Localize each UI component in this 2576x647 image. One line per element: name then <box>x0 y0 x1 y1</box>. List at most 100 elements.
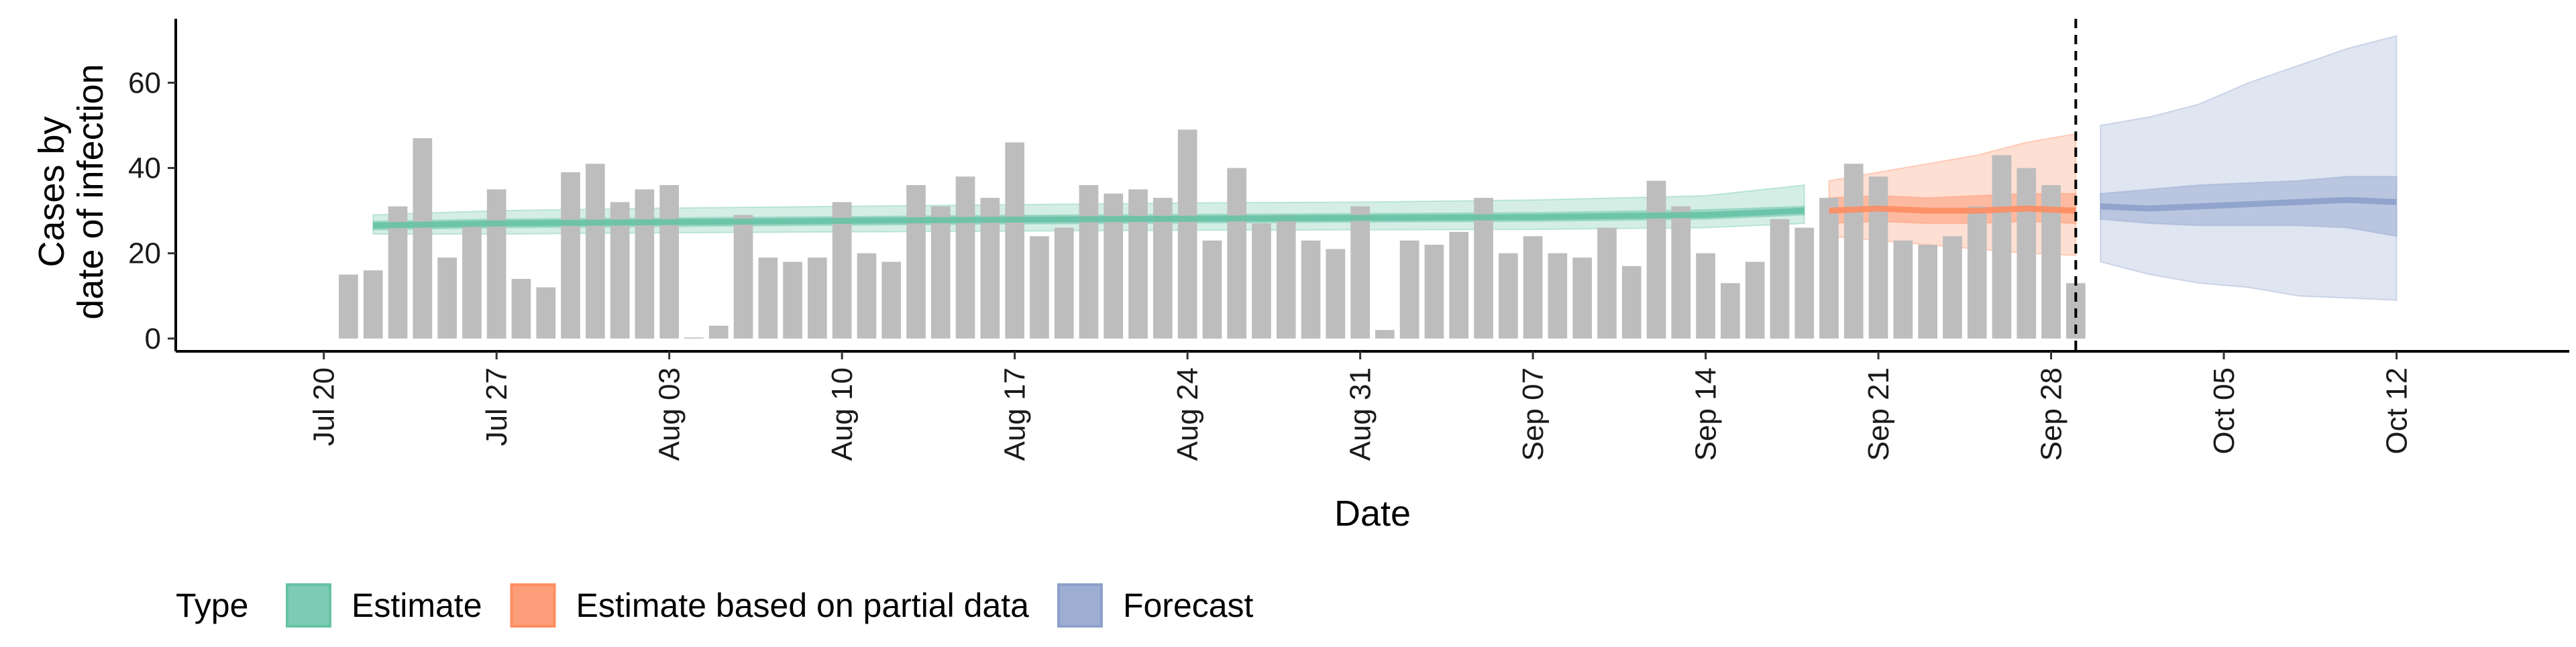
bar-2020-07-23 <box>388 206 408 339</box>
bar-2020-09-03 <box>1424 245 1444 339</box>
median-lines <box>373 196 2397 229</box>
bar-2020-09-21 <box>1868 176 1888 339</box>
bar-2020-09-18 <box>1794 227 1815 339</box>
bar-2020-07-25 <box>437 257 457 339</box>
legend: Type Estimate Estimate based on partial da… <box>176 583 1254 628</box>
bar-2020-08-21 <box>1104 193 1124 339</box>
legend-label-2: Forecast <box>1123 587 1254 624</box>
bar-2020-09-16 <box>1745 261 1765 339</box>
bar-2020-09-07 <box>1523 236 1543 339</box>
bar-2020-09-19 <box>1819 198 1839 339</box>
bar-2020-09-22 <box>1893 240 1913 339</box>
bar-2020-07-29 <box>536 287 556 339</box>
bar-2020-09-23 <box>1918 245 1937 339</box>
bar-2020-09-06 <box>1499 253 1518 339</box>
x-tick-label-2020-10-12: Oct 12 <box>2381 367 2414 455</box>
bar-2020-09-12 <box>1646 180 1666 339</box>
median-line-1 <box>1829 205 2076 214</box>
bar-2020-09-25 <box>1967 206 1987 339</box>
bar-2020-08-10 <box>832 202 852 339</box>
y-axis-title-line-1: date of infection <box>70 64 111 319</box>
legend-label-1: Estimate based on partial data <box>576 587 1030 624</box>
bar-2020-08-02 <box>635 189 655 339</box>
bar-2020-09-24 <box>1943 236 1962 339</box>
x-tick-label-2020-08-24: Aug 24 <box>1171 367 1204 461</box>
bar-2020-09-10 <box>1597 227 1617 339</box>
bar-2020-08-12 <box>881 261 902 339</box>
x-tick-label-2020-07-27: Jul 27 <box>480 367 513 446</box>
bar-2020-08-14 <box>930 206 951 339</box>
bar-2020-09-26 <box>1992 155 2012 339</box>
x-tick-label-2020-09-21: Sep 21 <box>1862 367 1895 461</box>
bar-2020-08-07 <box>758 257 778 339</box>
bar-2020-07-24 <box>413 138 433 339</box>
bar-2020-08-24 <box>1177 129 1197 339</box>
bar-2020-09-02 <box>1399 240 1419 339</box>
bar-2020-08-28 <box>1276 215 1296 339</box>
bar-2020-09-14 <box>1696 253 1715 339</box>
bar-2020-08-29 <box>1301 240 1321 339</box>
bar-2020-08-13 <box>906 185 926 339</box>
bar-2020-08-11 <box>857 253 877 339</box>
x-axis-title: Date <box>1334 493 1411 534</box>
bar-2020-08-08 <box>783 261 802 339</box>
bar-2020-09-09 <box>1572 257 1592 339</box>
bar-2020-09-01 <box>1375 330 1395 339</box>
legend-title: Type <box>176 587 248 624</box>
x-tick-label-2020-09-07: Sep 07 <box>1517 367 1550 461</box>
bar-2020-08-18 <box>1030 236 1049 339</box>
bar-2020-08-19 <box>1054 227 1074 339</box>
legend-label-0: Estimate <box>352 587 482 624</box>
bar-2020-09-17 <box>1770 219 1790 339</box>
legend-swatch-1 <box>510 583 556 628</box>
bar-2020-07-27 <box>486 189 506 339</box>
bar-2020-07-22 <box>363 270 383 339</box>
y-tick-label-40: 40 <box>128 152 161 185</box>
y-tick-label-0: 0 <box>145 322 161 355</box>
x-tick-label-2020-09-28: Sep 28 <box>2035 367 2068 461</box>
bar-2020-09-27 <box>2017 168 2037 339</box>
bar-2020-07-21 <box>339 274 358 339</box>
x-tick-label-2020-08-03: Aug 03 <box>653 367 686 461</box>
bar-2020-07-28 <box>511 278 531 339</box>
bar-2020-08-17 <box>1005 142 1024 339</box>
legend-swatch-2 <box>1057 583 1103 628</box>
y-tick-label-20: 20 <box>128 237 161 270</box>
median-line-2 <box>2100 196 2397 212</box>
bar-2020-07-26 <box>462 223 482 339</box>
bars <box>339 129 2086 339</box>
bar-2020-07-31 <box>586 164 605 339</box>
bar-2020-08-30 <box>1326 249 1346 339</box>
legend-swatch-0 <box>286 583 331 628</box>
x-tick-label-2020-08-10: Aug 10 <box>826 367 859 461</box>
bar-2020-09-05 <box>1474 198 1493 339</box>
bar-2020-08-22 <box>1128 189 1148 339</box>
bar-2020-08-25 <box>1202 240 1222 339</box>
bar-2020-08-05 <box>708 325 729 339</box>
y-axis-title-line-0: Cases by <box>32 116 72 267</box>
x-tick-label-2020-08-17: Aug 17 <box>999 367 1032 461</box>
bar-2020-08-26 <box>1227 168 1246 339</box>
bar-2020-08-03 <box>659 185 679 339</box>
bar-2020-09-15 <box>1721 283 1740 339</box>
x-tick-label-2020-08-31: Aug 31 <box>1344 367 1377 461</box>
x-tick-label-2020-07-20: Jul 20 <box>308 367 341 446</box>
y-tick-label-60: 60 <box>128 66 161 99</box>
bar-2020-09-08 <box>1548 253 1568 339</box>
median-line-0 <box>373 207 1805 229</box>
x-tick-label-2020-09-14: Sep 14 <box>1690 367 1723 461</box>
bar-2020-09-11 <box>1621 266 1642 339</box>
bar-2020-08-27 <box>1252 223 1271 339</box>
bar-2020-09-13 <box>1671 206 1691 339</box>
bar-2020-08-20 <box>1079 185 1099 339</box>
bar-2020-09-04 <box>1449 231 1469 339</box>
bar-2020-07-30 <box>561 172 580 339</box>
bar-2020-08-15 <box>955 176 975 339</box>
bar-2020-09-20 <box>1843 164 1864 339</box>
bar-2020-08-06 <box>733 215 753 339</box>
bar-2020-08-04 <box>684 337 704 339</box>
axes: 0 20 40 60 Jul 20 Jul 27 Aug 03 Aug 10 Aug 17 Aug… <box>128 19 2569 461</box>
